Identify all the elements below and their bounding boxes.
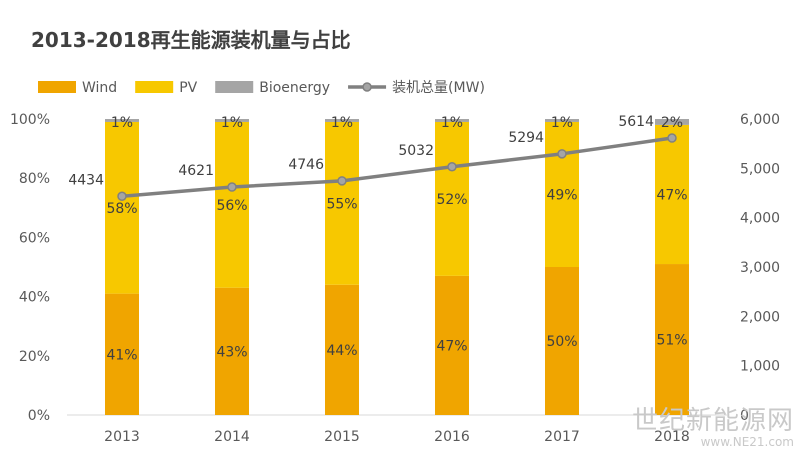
bar-wind xyxy=(215,287,249,415)
bar-bioenergy xyxy=(105,119,139,122)
bar-data-label: 55% xyxy=(326,196,357,212)
y2-tick-label: 6,000 xyxy=(740,112,780,128)
line-data-label: 4746 xyxy=(288,157,324,173)
y-tick-label: 80% xyxy=(19,171,50,187)
bar-data-label: 1% xyxy=(111,115,133,131)
bar-data-label: 1% xyxy=(551,115,573,131)
legend-label: 装机总量(MW) xyxy=(392,80,485,96)
x-tick-label: 2014 xyxy=(214,429,250,445)
bar-data-label: 50% xyxy=(546,334,577,350)
line-point xyxy=(117,191,127,202)
line-point xyxy=(337,176,347,186)
line-data-label: 4621 xyxy=(178,163,214,179)
x-tick-label: 2015 xyxy=(324,429,360,445)
watermark: 世纪新能源网 www.NE21.com xyxy=(632,408,794,448)
line-point xyxy=(667,133,677,143)
line-data-label: 5032 xyxy=(398,143,434,159)
legend-line-marker xyxy=(362,82,372,92)
line-data-label: 5294 xyxy=(508,130,544,146)
bar-pv xyxy=(325,121,359,285)
line-point xyxy=(227,182,237,192)
bar-data-label: 58% xyxy=(106,201,137,217)
bar-wind xyxy=(325,284,359,415)
legend-swatch-pv xyxy=(135,81,174,93)
watermark-text: 世纪新能源网 xyxy=(631,406,794,436)
y2-tick-label: 1,000 xyxy=(740,359,780,375)
y2-tick-label: 0 xyxy=(740,408,749,424)
bar-wind xyxy=(435,275,469,415)
line-point xyxy=(447,162,457,172)
bar-bioenergy xyxy=(325,119,359,122)
y2-tick-label: 3,000 xyxy=(740,260,780,276)
x-tick-label: 2016 xyxy=(434,429,470,445)
bar-data-label: 51% xyxy=(656,333,687,349)
bar-pv xyxy=(435,121,469,276)
bar-wind xyxy=(655,264,689,415)
bar-pv xyxy=(215,121,249,288)
bar-data-label: 47% xyxy=(436,338,467,354)
y-tick-label: 100% xyxy=(10,112,50,128)
bar-data-label: 43% xyxy=(216,344,247,360)
watermark-url: www.NE21.com xyxy=(700,435,794,449)
y2-tick-label: 5,000 xyxy=(740,161,780,177)
legend-swatch-wind xyxy=(38,81,76,93)
legend-swatch-bioenergy xyxy=(215,81,254,93)
bar-wind xyxy=(105,293,139,415)
legend-label: Bioenergy xyxy=(259,80,330,96)
bar-wind xyxy=(545,267,579,415)
legend-label: Wind xyxy=(82,80,117,96)
bar-data-label: 56% xyxy=(216,198,247,214)
x-tick-label: 2018 xyxy=(654,429,690,445)
x-tick-label: 2013 xyxy=(104,429,140,445)
y-tick-label: 0% xyxy=(28,408,50,424)
x-tick-label: 2017 xyxy=(544,429,580,445)
y-tick-label: 40% xyxy=(19,290,50,306)
bar-data-label: 52% xyxy=(436,192,467,208)
bar-data-label: 1% xyxy=(331,115,353,131)
line-data-label: 5614 xyxy=(618,114,654,130)
bar-pv xyxy=(105,121,139,294)
bar-data-label: 41% xyxy=(106,347,137,363)
y-tick-label: 60% xyxy=(19,230,50,246)
bar-data-label: 2% xyxy=(661,115,683,131)
bar-bioenergy xyxy=(545,119,579,122)
bar-data-label: 47% xyxy=(656,187,687,203)
bar-bioenergy xyxy=(435,119,469,122)
legend-label: PV xyxy=(179,80,197,96)
bar-data-label: 44% xyxy=(326,343,357,359)
line-data-label: 4434 xyxy=(68,172,104,188)
bar-bioenergy xyxy=(655,119,689,125)
y2-tick-label: 2,000 xyxy=(740,309,780,325)
bar-data-label: 49% xyxy=(546,187,577,203)
bar-pv xyxy=(545,121,579,268)
y2-tick-label: 4,000 xyxy=(740,211,780,227)
y-tick-label: 20% xyxy=(19,349,50,365)
chart-title: 2013-2018再生能源装机量与占比 xyxy=(31,28,351,52)
bar-data-label: 1% xyxy=(441,115,463,131)
bar-bioenergy xyxy=(215,119,249,122)
total-capacity-line xyxy=(121,136,673,198)
bar-pv xyxy=(655,124,689,265)
line-point xyxy=(557,149,567,159)
bar-data-label: 1% xyxy=(221,115,243,131)
